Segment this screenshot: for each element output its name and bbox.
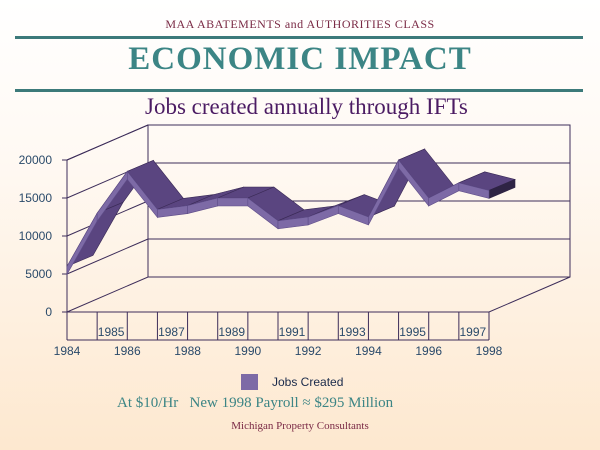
legend-swatch — [241, 374, 258, 390]
y-gridline-side — [66, 238, 149, 275]
x-tick-label: 1988 — [174, 344, 201, 358]
page-title: ECONOMIC IMPACT — [128, 41, 472, 77]
x-tick-label: 1986 — [114, 344, 141, 358]
y-tick-label: 15000 — [19, 191, 53, 205]
x-tick-label: 1987 — [158, 325, 185, 339]
ribbon-segment-front — [217, 197, 249, 207]
x-tick-label: 1995 — [399, 325, 426, 339]
y-tick-label: 0 — [45, 305, 52, 319]
x-tick-label: 1997 — [460, 325, 487, 339]
chart-title: Jobs created annually through IFTs — [145, 94, 468, 119]
top-rule — [15, 36, 583, 39]
legend-label: Jobs Created — [272, 375, 344, 389]
floor-plane — [66, 276, 571, 313]
x-tick-label: 1985 — [98, 325, 125, 339]
y-gridline-side — [66, 124, 149, 161]
x-tick-label: 1994 — [355, 344, 382, 358]
x-tick-label: 1996 — [415, 344, 442, 358]
y-tick-label: 5000 — [25, 267, 52, 281]
x-tick-label: 1998 — [476, 344, 503, 358]
y-tick-label: 10000 — [19, 229, 53, 243]
x-tick-label: 1993 — [339, 325, 366, 339]
x-tick-label: 1992 — [295, 344, 322, 358]
payroll-annotation: At $10/Hr New 1998 Payroll ≈ $295 Millio… — [117, 395, 394, 411]
x-tick-label: 1991 — [279, 325, 306, 339]
x-tick-label: 1990 — [235, 344, 262, 358]
x-tick-label: 1984 — [54, 344, 81, 358]
footer-credit: Michigan Property Consultants — [231, 420, 369, 432]
x-tick-label: 1989 — [218, 325, 245, 339]
bottom-rule — [15, 89, 583, 92]
y-tick-label: 20000 — [19, 153, 53, 167]
course-header: MAA ABATEMENTS and AUTHORITIES CLASS — [165, 17, 435, 31]
ribbon-segment-front — [458, 182, 490, 199]
